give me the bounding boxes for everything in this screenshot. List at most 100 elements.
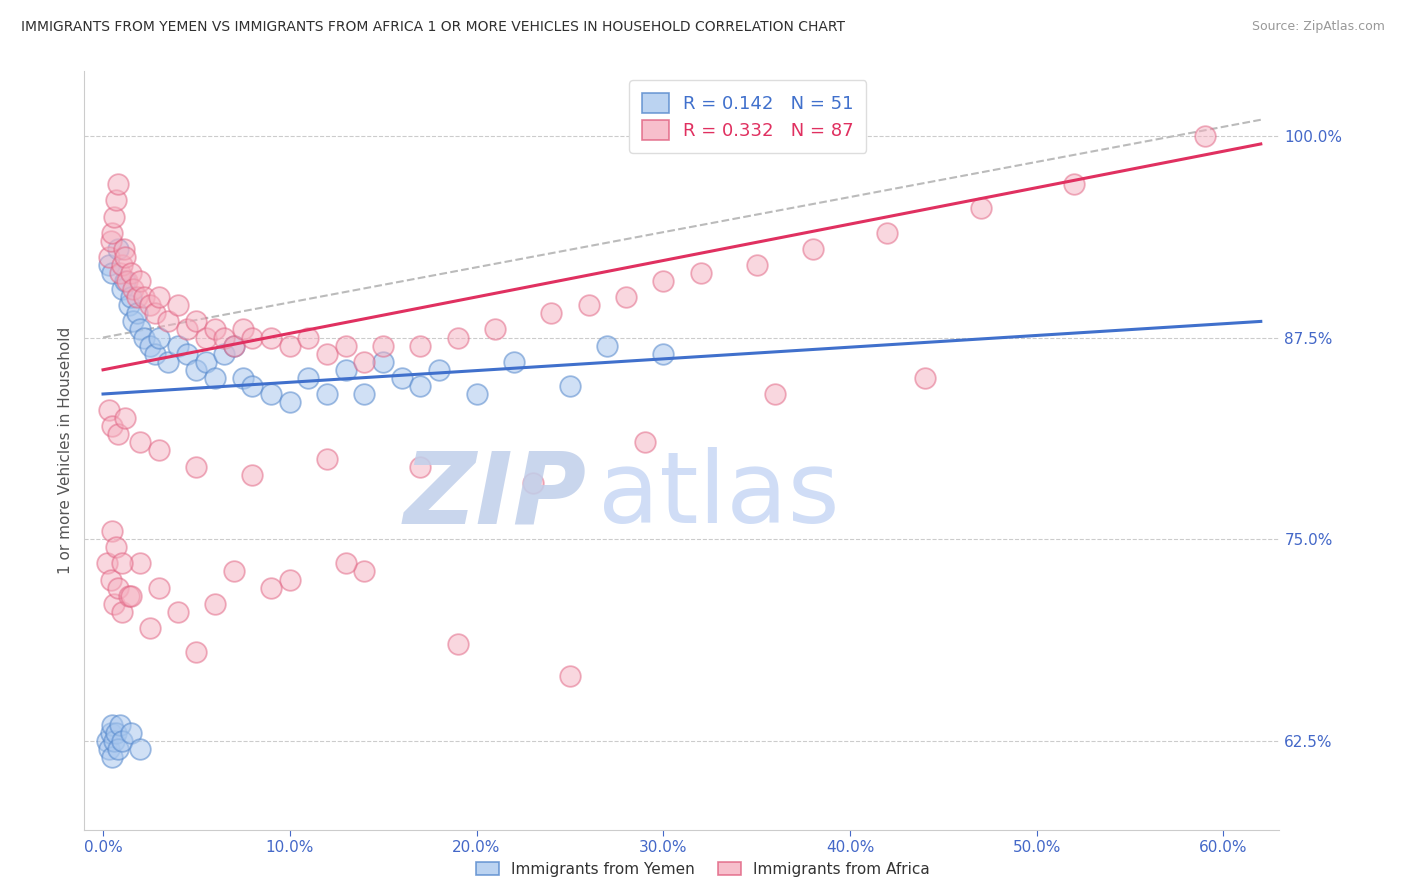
- Point: [129, 274, 152, 288]
- Point: [111, 605, 134, 619]
- Point: [97, 742, 120, 756]
- Point: [157, 355, 180, 369]
- Point: [1063, 178, 1085, 192]
- Point: [522, 475, 544, 490]
- Point: [100, 573, 122, 587]
- Point: [214, 346, 236, 360]
- Point: [242, 467, 264, 482]
- Point: [129, 322, 152, 336]
- Point: [222, 338, 245, 352]
- Point: [138, 338, 160, 352]
- Point: [138, 621, 160, 635]
- Point: [596, 338, 619, 352]
- Point: [103, 734, 125, 748]
- Point: [101, 750, 124, 764]
- Point: [353, 565, 375, 579]
- Point: [689, 266, 711, 280]
- Point: [204, 322, 226, 336]
- Point: [558, 379, 581, 393]
- Legend: Immigrants from Yemen, Immigrants from Africa: Immigrants from Yemen, Immigrants from A…: [468, 854, 938, 884]
- Point: [120, 589, 142, 603]
- Point: [111, 258, 134, 272]
- Point: [108, 266, 131, 280]
- Point: [335, 338, 357, 352]
- Point: [222, 338, 245, 352]
- Point: [204, 371, 226, 385]
- Point: [114, 274, 136, 288]
- Point: [409, 379, 432, 393]
- Point: [129, 435, 152, 450]
- Point: [232, 371, 254, 385]
- Point: [186, 314, 208, 328]
- Point: [114, 411, 136, 425]
- Point: [148, 443, 170, 458]
- Point: [103, 210, 125, 224]
- Point: [112, 242, 135, 256]
- Point: [118, 298, 141, 312]
- Point: [129, 557, 152, 571]
- Point: [143, 346, 166, 360]
- Point: [409, 459, 432, 474]
- Point: [278, 395, 301, 409]
- Point: [132, 290, 156, 304]
- Point: [578, 298, 600, 312]
- Point: [157, 314, 180, 328]
- Point: [260, 387, 283, 401]
- Point: [138, 298, 160, 312]
- Point: [1194, 128, 1216, 143]
- Point: [100, 234, 122, 248]
- Point: [970, 202, 993, 216]
- Point: [120, 725, 142, 739]
- Point: [103, 597, 125, 611]
- Point: [101, 419, 124, 434]
- Point: [316, 451, 339, 466]
- Point: [427, 363, 450, 377]
- Point: [194, 355, 217, 369]
- Point: [876, 226, 898, 240]
- Point: [540, 306, 562, 320]
- Point: [633, 435, 655, 450]
- Point: [484, 322, 506, 336]
- Point: [353, 355, 375, 369]
- Text: atlas: atlas: [599, 448, 839, 544]
- Point: [107, 581, 129, 595]
- Point: [148, 290, 170, 304]
- Point: [353, 387, 375, 401]
- Point: [125, 290, 148, 304]
- Point: [107, 178, 129, 192]
- Point: [125, 306, 148, 320]
- Point: [232, 322, 254, 336]
- Point: [114, 250, 136, 264]
- Point: [652, 346, 675, 360]
- Point: [186, 459, 208, 474]
- Point: [242, 330, 264, 344]
- Point: [373, 355, 395, 369]
- Point: [143, 306, 166, 320]
- Point: [166, 605, 188, 619]
- Point: [242, 379, 264, 393]
- Point: [186, 645, 208, 659]
- Point: [105, 725, 128, 739]
- Point: [107, 742, 129, 756]
- Point: [148, 581, 170, 595]
- Point: [335, 557, 357, 571]
- Point: [122, 282, 145, 296]
- Point: [120, 290, 142, 304]
- Point: [278, 573, 301, 587]
- Point: [97, 403, 120, 417]
- Point: [260, 581, 283, 595]
- Point: [763, 387, 786, 401]
- Point: [194, 330, 217, 344]
- Point: [122, 314, 145, 328]
- Point: [260, 330, 283, 344]
- Point: [316, 387, 339, 401]
- Point: [107, 427, 129, 442]
- Point: [97, 250, 120, 264]
- Point: [101, 524, 124, 538]
- Point: [120, 266, 142, 280]
- Point: [117, 274, 139, 288]
- Point: [111, 282, 134, 296]
- Point: [297, 330, 319, 344]
- Point: [111, 734, 134, 748]
- Point: [129, 742, 152, 756]
